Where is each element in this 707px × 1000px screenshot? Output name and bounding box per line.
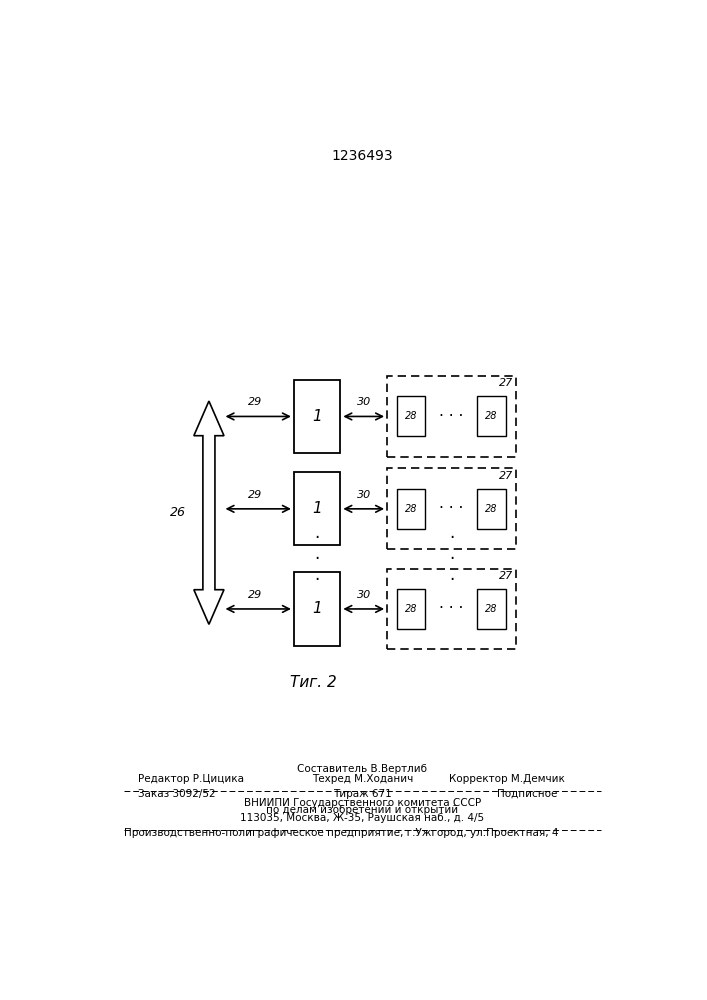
Bar: [387, 569, 516, 649]
Text: 1236493: 1236493: [332, 149, 393, 163]
Text: 30: 30: [356, 397, 371, 407]
Text: по делам изобретений и открытий: по делам изобретений и открытий: [267, 805, 458, 815]
Text: Редактор Р.Цицика: Редактор Р.Цицика: [138, 774, 244, 784]
Bar: [294, 380, 341, 453]
Text: Заказ 3092/52: Заказ 3092/52: [138, 789, 216, 799]
Text: Производственно-полиграфическое предприятие, г.Ужгород, ул.Проектная, 4: Производственно-полиграфическое предприя…: [124, 828, 559, 838]
Text: 29: 29: [248, 397, 262, 407]
Text: 28: 28: [486, 504, 498, 514]
Bar: [397, 489, 426, 529]
Text: · · ·: · · ·: [439, 409, 464, 424]
Bar: [477, 589, 506, 629]
Text: 28: 28: [405, 411, 417, 421]
Text: Составитель В.Вертлиб: Составитель В.Вертлиб: [298, 764, 427, 774]
Text: Тираж 671: Тираж 671: [333, 789, 392, 799]
Text: 26: 26: [170, 506, 186, 519]
Bar: [387, 468, 516, 549]
Text: 28: 28: [405, 604, 417, 614]
Bar: [477, 489, 506, 529]
Text: Корректор М.Демчик: Корректор М.Демчик: [449, 774, 565, 784]
Text: 29: 29: [248, 490, 262, 500]
Text: 1: 1: [312, 601, 322, 616]
Bar: [294, 572, 341, 646]
Text: Τиг. 2: Τиг. 2: [290, 675, 337, 690]
Text: ·
·
·: · · ·: [315, 529, 320, 589]
Text: 27: 27: [498, 471, 513, 481]
Bar: [397, 589, 426, 629]
Text: Техред М.Ходанич: Техред М.Ходанич: [312, 774, 413, 784]
Bar: [387, 376, 516, 457]
Text: 27: 27: [498, 571, 513, 581]
Text: 113035, Москва, Ж-35, Раушская наб., д. 4/5: 113035, Москва, Ж-35, Раушская наб., д. …: [240, 813, 484, 823]
Text: ВНИИПИ Государственного комитета СССР: ВНИИПИ Государственного комитета СССР: [244, 798, 481, 808]
Text: · · ·: · · ·: [439, 601, 464, 616]
Text: 28: 28: [486, 604, 498, 614]
Text: ·
·
·: · · ·: [449, 529, 454, 589]
Text: 28: 28: [486, 411, 498, 421]
Text: 27: 27: [498, 378, 513, 388]
Polygon shape: [194, 401, 224, 624]
Text: · · ·: · · ·: [439, 501, 464, 516]
Bar: [294, 472, 341, 545]
Text: 30: 30: [356, 490, 371, 500]
Text: 30: 30: [356, 590, 371, 600]
Bar: [477, 396, 506, 436]
Text: 28: 28: [405, 504, 417, 514]
Text: 29: 29: [248, 590, 262, 600]
Text: 1: 1: [312, 409, 322, 424]
Bar: [397, 396, 426, 436]
Text: Подписное: Подписное: [496, 789, 557, 799]
Text: 1: 1: [312, 501, 322, 516]
